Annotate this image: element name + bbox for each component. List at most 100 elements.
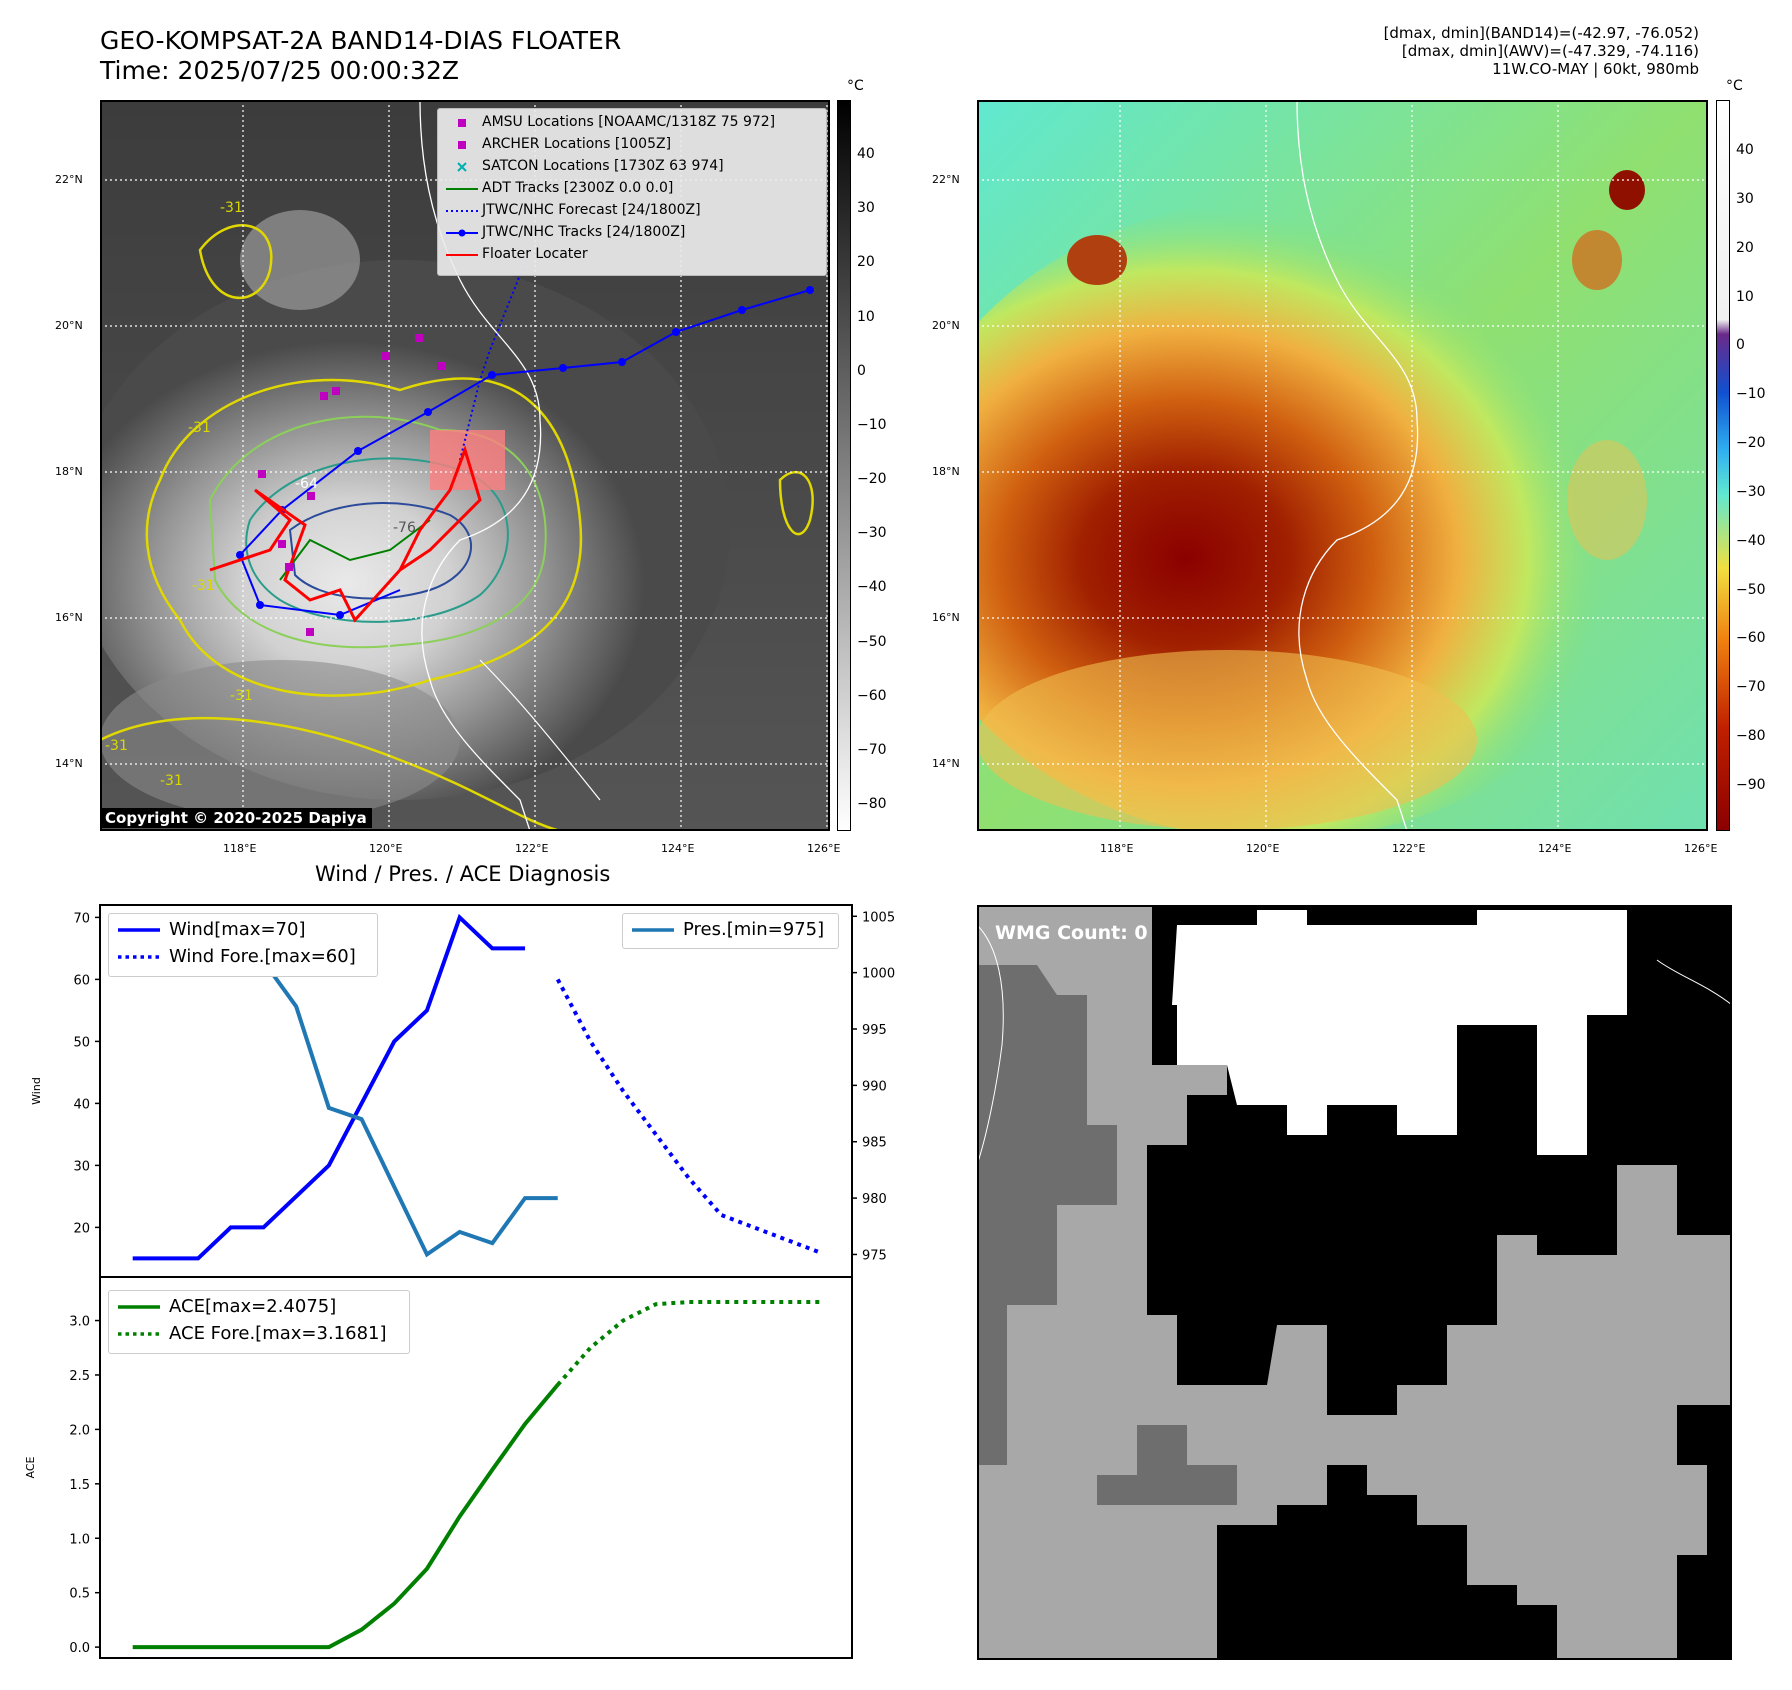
wind-axis-label: Wind bbox=[30, 1077, 43, 1105]
chart-title: Wind / Pres. / ACE Diagnosis bbox=[315, 862, 611, 886]
wind-ytick-label: 40 bbox=[73, 1097, 90, 1112]
ir-colorbar-tick: 10 bbox=[857, 308, 875, 325]
title-line-2: Time: 2025/07/25 00:00:32Z bbox=[100, 56, 459, 85]
pressure-ytick-label: 990 bbox=[862, 1079, 887, 1094]
wv-colorbar-tick: 10 bbox=[1736, 288, 1754, 305]
wv-colorbar-tick: −50 bbox=[1736, 581, 1766, 598]
wmg-dark-gray-region bbox=[977, 965, 1117, 1465]
wmg-white-region bbox=[1172, 910, 1627, 1155]
wv-colorbar-tick: 0 bbox=[1736, 337, 1745, 354]
ir-lat-18: 18°N bbox=[55, 465, 83, 478]
wind-legend: Wind[max=70] Wind Fore.[max=60] bbox=[108, 913, 378, 977]
ace-ytick-label: 2.0 bbox=[69, 1423, 90, 1438]
ir-lon-126: 126°E bbox=[807, 842, 841, 855]
svg-text:-31: -31 bbox=[105, 738, 128, 754]
wind-ytick-label: 60 bbox=[73, 973, 90, 988]
svg-text:-31: -31 bbox=[230, 688, 253, 704]
wind-ytick-label: 70 bbox=[73, 911, 90, 926]
pressure-ytick-label: 995 bbox=[862, 1023, 887, 1038]
jtwc-points bbox=[236, 286, 814, 619]
wv-lon-126: 126°E bbox=[1684, 842, 1718, 855]
ace-ytick-label: 0.5 bbox=[69, 1587, 90, 1602]
wind-ytick-label: 30 bbox=[73, 1159, 90, 1174]
ace-ytick-label: 1.0 bbox=[69, 1532, 90, 1547]
wv-colorbar-tick: 20 bbox=[1736, 239, 1754, 256]
adt-track bbox=[279, 519, 431, 581]
ir-lat-20: 20°N bbox=[55, 319, 83, 332]
ir-lat-16: 16°N bbox=[55, 611, 83, 624]
floater-track bbox=[209, 445, 482, 623]
svg-text:-31: -31 bbox=[220, 200, 243, 216]
ir-colorbar-unit: °C bbox=[847, 78, 864, 94]
wv-colorbar-tick: 40 bbox=[1736, 142, 1754, 158]
series-line-1 bbox=[555, 978, 821, 1255]
wv-colorbar-tick: −70 bbox=[1736, 679, 1766, 696]
wv-lon-120: 120°E bbox=[1246, 842, 1280, 855]
contour-outer bbox=[208, 415, 547, 649]
ir-colorbar-tick: −70 bbox=[857, 741, 887, 758]
ir-lon-122: 122°E bbox=[515, 842, 549, 855]
wv-lat-14: 14°N bbox=[932, 757, 960, 770]
wv-colorbar-tick: −90 bbox=[1736, 777, 1766, 793]
wv-colorbar-tick: −80 bbox=[1736, 728, 1766, 745]
wmg-frame bbox=[977, 905, 1732, 1660]
wv-lon-118: 118°E bbox=[1100, 842, 1134, 855]
ir-colorbar-tick: −30 bbox=[857, 525, 887, 542]
ir-lat-14: 14°N bbox=[55, 757, 83, 770]
svg-text:-31: -31 bbox=[192, 578, 215, 594]
wv-grid bbox=[977, 100, 1708, 831]
ir-legend: AMSU Locations [NOAAMC/1318Z 75 972] ARC… bbox=[437, 108, 827, 276]
wind-ytick-label: 20 bbox=[73, 1221, 90, 1236]
pressure-legend: Pres.[min=975] bbox=[622, 913, 839, 949]
wv-colorbar-tick: 30 bbox=[1736, 190, 1754, 207]
ace-ytick-label: 0.0 bbox=[69, 1641, 90, 1656]
ir-colorbar-tick: 30 bbox=[857, 200, 875, 217]
ir-colorbar-tick: 40 bbox=[857, 146, 875, 162]
ace-series-line-1 bbox=[556, 1300, 820, 1387]
wv-colorbar-tick: −40 bbox=[1736, 532, 1766, 549]
stats-line-1: [dmax, dmin](BAND14)=(-42.97, -76.052) bbox=[1383, 24, 1699, 42]
ir-colorbar bbox=[837, 100, 851, 831]
wv-map-frame bbox=[977, 100, 1708, 831]
wv-lat-20: 20°N bbox=[932, 319, 960, 332]
ace-ytick-label: 2.5 bbox=[69, 1369, 90, 1384]
stats-block: [dmax, dmin](BAND14)=(-42.97, -76.052) [… bbox=[1099, 24, 1699, 78]
amsu-markers bbox=[258, 334, 445, 636]
series-line-0 bbox=[132, 913, 526, 1261]
ir-colorbar-tick: −40 bbox=[857, 579, 887, 596]
ir-lat-22: 22°N bbox=[55, 173, 83, 186]
ir-lon-118: 118°E bbox=[223, 842, 257, 855]
ir-colorbar-tick: −10 bbox=[857, 416, 887, 433]
wv-colorbar-unit: °C bbox=[1726, 78, 1743, 94]
wv-lon-122: 122°E bbox=[1392, 842, 1426, 855]
ir-colorbar-tick: −60 bbox=[857, 687, 887, 704]
ir-lon-124: 124°E bbox=[661, 842, 695, 855]
ace-axis-label: ACE bbox=[24, 1456, 37, 1478]
copyright-label: Copyright © 2020-2025 Dapiya bbox=[100, 808, 372, 828]
wind-ytick-label: 50 bbox=[73, 1035, 90, 1050]
ir-colorbar-tick: 0 bbox=[857, 362, 866, 379]
ir-colorbar-tick: −20 bbox=[857, 471, 887, 487]
stats-line-3: 11W.CO-MAY | 60kt, 980mb bbox=[1492, 60, 1699, 78]
title-line-1: GEO-KOMPSAT-2A BAND14-DIAS FLOATER bbox=[100, 26, 622, 55]
contour-labels: -31 -31 -31 -64 -76 -31 -31 -31 bbox=[105, 200, 416, 789]
diagnosis-charts: 20 30 40 50 60 70 975 980 985 990 995 1000 1005 Wind P… bbox=[24, 904, 895, 1659]
pressure-ytick-label: 1000 bbox=[862, 967, 895, 982]
ace-ytick-label: 1.5 bbox=[69, 1478, 90, 1493]
wmg-count-label: WMG Count: 0 bbox=[995, 922, 1148, 944]
svg-text:-64: -64 bbox=[295, 476, 318, 492]
wv-coastline bbox=[1296, 100, 1419, 831]
ace-ytick-label: 3.0 bbox=[69, 1315, 90, 1330]
stats-line-2: [dmax, dmin](AWV)=(-47.329, -74.116) bbox=[1401, 42, 1699, 60]
svg-text:-31: -31 bbox=[160, 773, 183, 789]
ace-legend: ACE[max=2.4075] ACE Fore.[max=3.1681] bbox=[108, 1290, 410, 1354]
svg-text:-76: -76 bbox=[393, 520, 416, 536]
wv-colorbar-tick: −60 bbox=[1736, 630, 1766, 647]
pressure-ytick-label: 1005 bbox=[862, 910, 895, 925]
ir-lon-120: 120°E bbox=[369, 842, 403, 855]
contour-mid bbox=[245, 457, 509, 623]
wmg-panel bbox=[977, 905, 1732, 1660]
ir-colorbar-tick: −80 bbox=[857, 796, 887, 812]
wv-colorbar-tick: −20 bbox=[1736, 435, 1766, 452]
wv-lon-124: 124°E bbox=[1538, 842, 1572, 855]
